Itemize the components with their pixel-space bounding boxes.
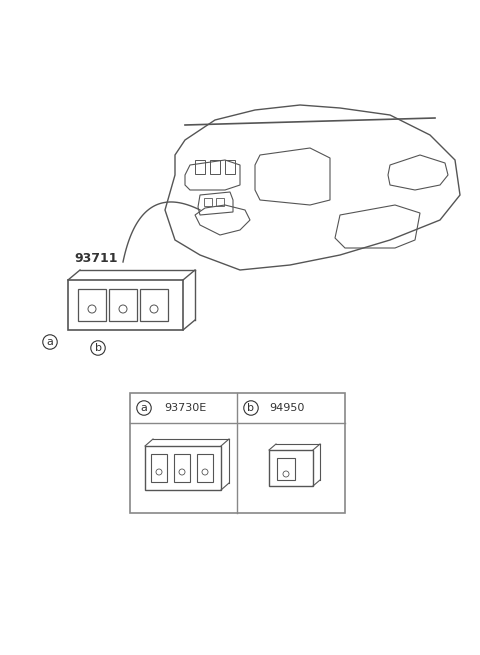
Bar xyxy=(68,280,183,330)
Text: 93730E: 93730E xyxy=(164,403,206,413)
Bar xyxy=(225,160,235,174)
Bar xyxy=(109,289,137,321)
Bar xyxy=(140,289,168,321)
Bar xyxy=(145,446,221,490)
Bar xyxy=(174,454,190,482)
Text: b: b xyxy=(95,343,101,353)
Bar xyxy=(269,450,313,486)
Bar xyxy=(216,198,224,206)
Text: 94950: 94950 xyxy=(269,403,305,413)
Text: a: a xyxy=(47,337,53,347)
Text: 93711: 93711 xyxy=(74,252,118,265)
Bar xyxy=(130,393,345,513)
Text: a: a xyxy=(141,403,147,413)
Bar xyxy=(78,289,106,321)
Bar xyxy=(204,198,212,206)
Bar xyxy=(151,454,167,482)
Text: b: b xyxy=(248,403,254,413)
Bar xyxy=(197,454,213,482)
Bar xyxy=(195,160,205,174)
Bar xyxy=(277,458,295,480)
Bar xyxy=(210,160,220,174)
